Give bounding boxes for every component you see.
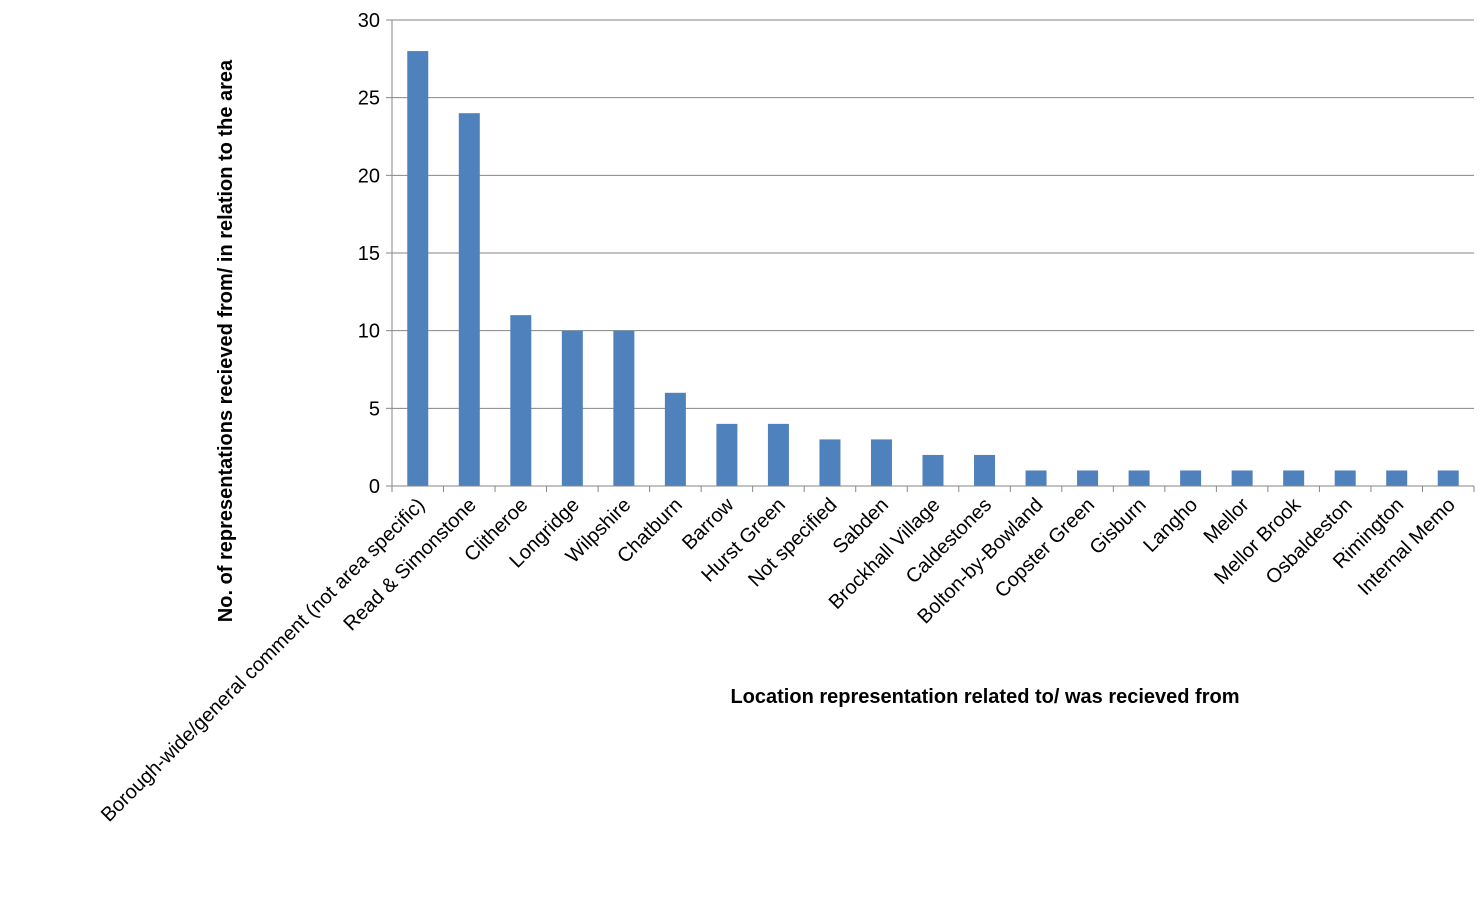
y-tick-labels: 0 5 10 15 20 25 30 <box>358 10 380 498</box>
bar <box>922 454 944 486</box>
gridlines <box>392 19 1474 409</box>
y-tick-label: 0 <box>369 476 380 498</box>
bar <box>1180 470 1202 486</box>
bar <box>1077 470 1099 486</box>
bar <box>407 51 429 487</box>
bar <box>458 113 480 486</box>
x-axis-title: Location representation related to/ was … <box>730 686 1239 708</box>
bar <box>1025 470 1047 486</box>
y-tick-label: 30 <box>358 10 380 32</box>
y-tick-label: 20 <box>358 165 380 187</box>
y-axis-title: No. of representations recieved from/ in… <box>215 59 237 622</box>
x-tick-label: Langho <box>1139 494 1202 557</box>
bar <box>716 423 738 486</box>
bar <box>1128 470 1150 486</box>
bar <box>819 439 841 486</box>
bar <box>870 439 892 486</box>
x-tick-label: Gisburn <box>1086 494 1151 559</box>
y-tick-label: 10 <box>358 321 380 343</box>
x-tick-labels: Borough-wide/general comment (not area s… <box>97 493 1460 826</box>
y-tick-label: 25 <box>358 88 380 110</box>
x-tick-label: Borough-wide/general comment (not area s… <box>97 494 429 826</box>
bar <box>1386 470 1408 486</box>
bar <box>1231 470 1253 486</box>
bar <box>767 423 789 486</box>
bar <box>1283 470 1305 486</box>
bars <box>407 51 1459 487</box>
bar <box>974 454 996 486</box>
bar <box>1334 470 1356 486</box>
bar <box>1437 470 1459 486</box>
bar <box>561 330 583 486</box>
y-tick-label: 5 <box>369 398 380 420</box>
y-tick-label: 15 <box>358 243 380 265</box>
bar <box>664 392 686 486</box>
axes <box>386 19 1475 492</box>
bar <box>613 330 635 486</box>
bar <box>510 315 532 486</box>
